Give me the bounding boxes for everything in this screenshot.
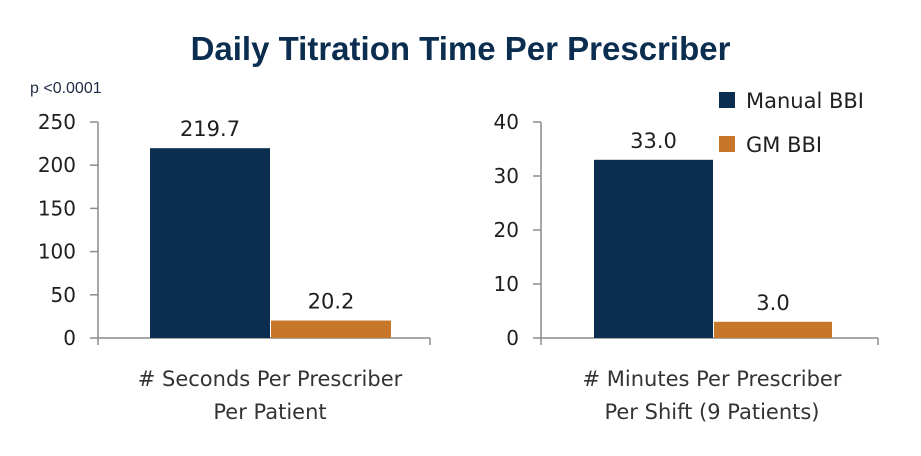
y-tick-label: 0 [506, 326, 519, 350]
y-tick-label: 200 [38, 153, 76, 177]
data-label: 3.0 [756, 291, 789, 315]
y-tick-label: 0 [63, 326, 76, 350]
y-tick-label: 10 [494, 272, 519, 296]
y-tick-label: 40 [494, 110, 519, 134]
data-label: 20.2 [308, 290, 355, 314]
bar-manual-bbi [150, 148, 270, 338]
y-tick-label: 250 [38, 110, 76, 134]
x-category-label: Per Shift (9 Patients) [604, 400, 819, 424]
data-label: 219.7 [180, 117, 240, 141]
p-value-annotation: p <0.0001 [30, 80, 102, 97]
x-category-label: # Seconds Per Prescriber [138, 367, 403, 391]
y-tick-label: 100 [38, 240, 76, 264]
bar-manual-bbi [594, 159, 713, 338]
y-tick-label: 150 [38, 196, 76, 220]
y-tick-label: 20 [494, 218, 519, 242]
legend-label: GM BBI [746, 133, 822, 157]
x-category-label: # Minutes Per Prescriber [583, 367, 842, 391]
y-tick-label: 50 [51, 283, 76, 307]
legend-swatch [719, 92, 735, 108]
data-label: 33.0 [630, 129, 677, 153]
legend-label: Manual BBI [746, 89, 864, 113]
chart-title: Daily Titration Time Per Prescriber [190, 30, 731, 67]
bar-gm-bbi [714, 321, 832, 338]
bar-gm-bbi [271, 320, 391, 338]
x-category-label: Per Patient [213, 400, 326, 424]
y-tick-label: 30 [494, 164, 519, 188]
legend-swatch [719, 136, 735, 152]
